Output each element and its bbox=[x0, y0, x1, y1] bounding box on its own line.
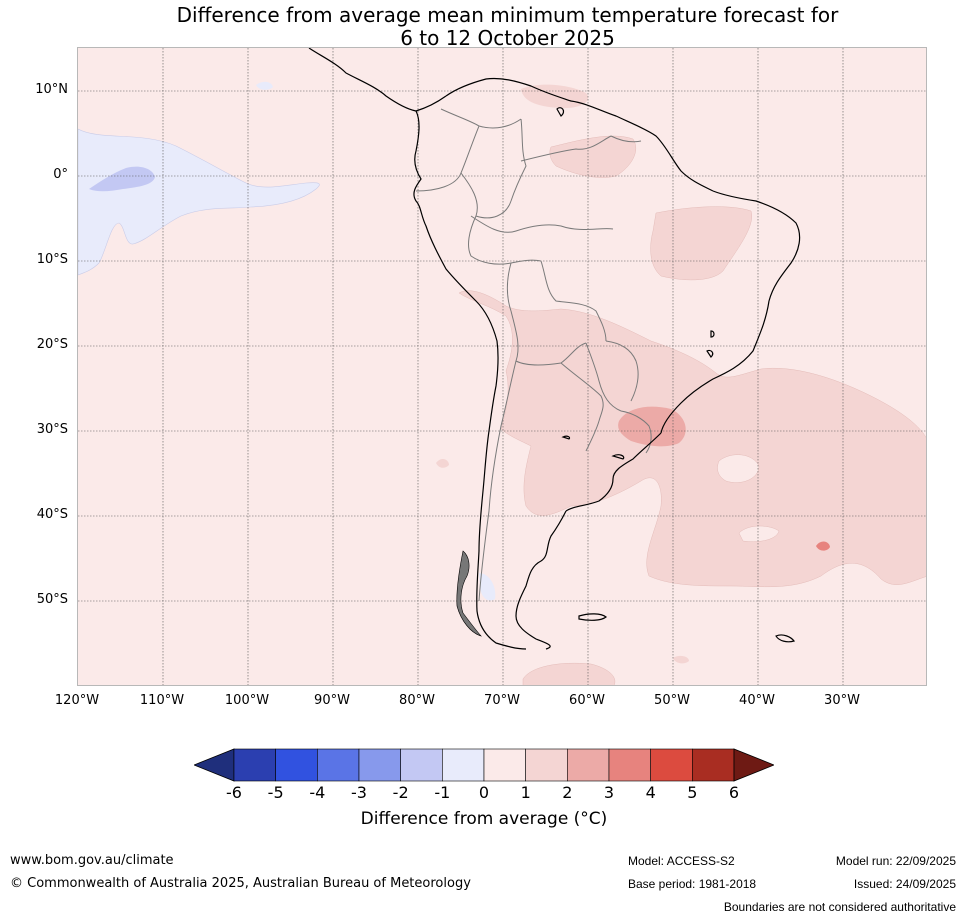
footer-model: Model: ACCESS-S2 bbox=[628, 854, 735, 868]
anomaly-region-1-2-small bbox=[673, 655, 689, 664]
anomaly-region-1-2-brazil-ne bbox=[650, 206, 753, 281]
colorbar-label: Difference from average (°C) bbox=[360, 809, 608, 829]
colorbar-cell bbox=[442, 748, 485, 782]
footer-base-period: Base period: 1981-2018 bbox=[628, 877, 757, 891]
title-line-2: 6 to 12 October 2025 bbox=[400, 26, 615, 50]
colorbar-tick-label: -1 bbox=[434, 783, 451, 802]
chile-archipelago bbox=[456, 550, 482, 637]
lat-label-30s: 30°S bbox=[36, 422, 68, 437]
anomaly-region-neg1-0-patagonia bbox=[479, 573, 496, 601]
colorbar-cell bbox=[567, 748, 610, 782]
colorbar-tick-label: -2 bbox=[392, 783, 409, 802]
footer-model-run: Model run: 22/09/2025 bbox=[835, 854, 956, 868]
colorbar-cell bbox=[358, 748, 401, 782]
lon-label-100w: 100°W bbox=[224, 693, 270, 708]
colorbar-tick-label: 5 bbox=[687, 783, 698, 802]
colorbar-tick-label: 0 bbox=[478, 783, 490, 802]
colorbar-cell bbox=[400, 748, 443, 782]
anomaly-region-1-2-central bbox=[458, 290, 926, 588]
colorbar-cell bbox=[692, 748, 735, 782]
title-line-1: Difference from average mean minimum tem… bbox=[176, 3, 839, 27]
colorbar-tick-label: 6 bbox=[728, 783, 740, 802]
lat-label-10s: 10°S bbox=[36, 252, 68, 267]
anomaly-region-neg1-0-small bbox=[256, 81, 273, 90]
colorbar-extend-high bbox=[733, 748, 774, 782]
lon-label-80w: 80°W bbox=[399, 693, 435, 708]
country-borders bbox=[415, 108, 652, 602]
footer-website[interactable]: www.bom.gov.au/climate bbox=[10, 853, 174, 868]
anomaly-region-2-3-small bbox=[816, 541, 830, 551]
lon-label-90w: 90°W bbox=[314, 693, 350, 708]
anomaly-region-1-2-caribbean bbox=[521, 84, 589, 109]
lat-label-40s: 40°S bbox=[36, 507, 68, 522]
lon-label-50w: 50°W bbox=[654, 693, 690, 708]
colorbar-cell bbox=[317, 748, 360, 782]
colorbar-tick-label: -5 bbox=[267, 783, 284, 802]
colorbar-cell bbox=[608, 748, 651, 782]
colorbar-tick-label: 4 bbox=[645, 783, 656, 802]
footer-disclaimer: Boundaries are not considered authoritat… bbox=[723, 900, 956, 914]
colorbar-cell bbox=[483, 748, 526, 782]
colorbar-cell bbox=[275, 748, 318, 782]
anomaly-region-neg2-neg1 bbox=[89, 166, 155, 192]
footer-copyright: © Commonwealth of Australia 2025, Austra… bbox=[10, 876, 471, 891]
graticule bbox=[78, 48, 926, 685]
coastline bbox=[308, 48, 801, 650]
colorbar-tick-label: -6 bbox=[226, 783, 242, 802]
anomaly-region-0-1-hole-atlantic bbox=[717, 454, 760, 483]
lon-label-110w: 110°W bbox=[139, 693, 185, 708]
anomaly-region-1-2-pacific-small bbox=[436, 458, 449, 468]
lat-label-10n: 10°N bbox=[35, 82, 68, 97]
colorbar-cell bbox=[650, 748, 693, 782]
lon-label-40w: 40°W bbox=[739, 693, 775, 708]
forecast-map bbox=[77, 47, 927, 686]
lon-label-30w: 30°W bbox=[824, 693, 860, 708]
colorbar-tick-label: -4 bbox=[309, 783, 326, 802]
footer-issued: Issued: 24/09/2025 bbox=[853, 877, 956, 891]
lat-label-0: 0° bbox=[53, 167, 68, 182]
lon-label-120w: 120°W bbox=[54, 693, 100, 708]
colorbar-extend-low bbox=[194, 748, 235, 782]
colorbar-cell bbox=[525, 748, 568, 782]
lon-label-70w: 70°W bbox=[484, 693, 520, 708]
colorbar-cell bbox=[233, 748, 276, 782]
lat-label-20s: 20°S bbox=[36, 337, 68, 352]
anomaly-region-neg1-0 bbox=[78, 128, 320, 276]
colorbar-tick-label: -3 bbox=[351, 783, 367, 802]
anomaly-region-1-2-south bbox=[522, 662, 616, 685]
anomaly-region-0-1 bbox=[78, 48, 926, 685]
anomaly-region-0-1-hole-south bbox=[738, 525, 780, 542]
map-title: Difference from average mean minimum tem… bbox=[0, 4, 965, 50]
colorbar-tick-label: 1 bbox=[520, 783, 531, 802]
colorbar-cells bbox=[233, 748, 735, 782]
colorbar-tick-label: 3 bbox=[603, 783, 615, 802]
colorbar-tick-label: 2 bbox=[562, 783, 573, 802]
lat-label-50s: 50°S bbox=[36, 592, 68, 607]
colorbar bbox=[194, 748, 774, 782]
lon-label-60w: 60°W bbox=[569, 693, 605, 708]
map-canvas bbox=[78, 48, 926, 685]
